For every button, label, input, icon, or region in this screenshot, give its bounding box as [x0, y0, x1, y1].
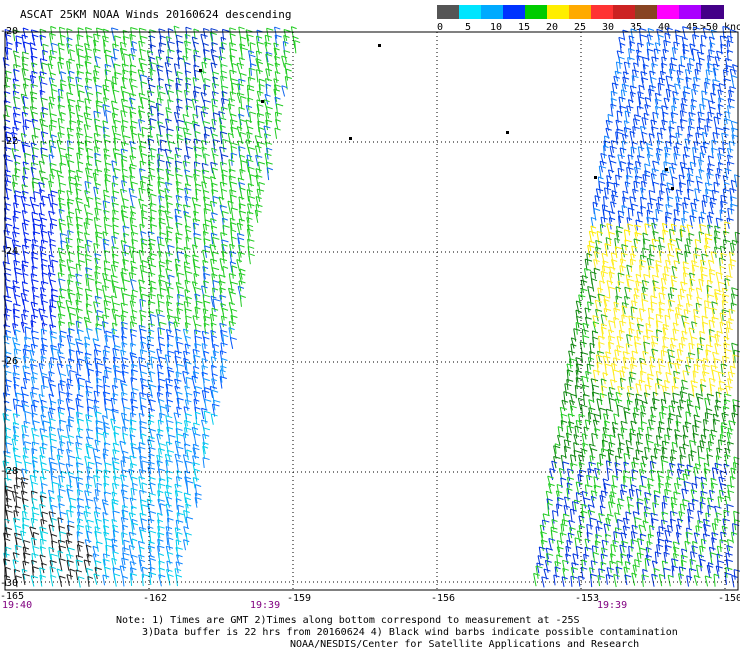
legend-label: 0 [436, 22, 444, 33]
island-marker [594, 176, 597, 179]
map-frame [4, 31, 739, 591]
island-marker [671, 187, 674, 190]
legend-swatch [503, 5, 526, 19]
lat-label-20: -20 [0, 26, 19, 37]
island-marker [261, 100, 264, 103]
island-marker [378, 44, 381, 47]
wind-barbs [2, 25, 740, 588]
legend-swatch [591, 5, 614, 19]
legend-label: 30 [601, 22, 615, 33]
legend-swatch [657, 5, 680, 19]
lon-label-150: -150 [718, 593, 740, 604]
legend-label: 5 [464, 22, 472, 33]
map-title: ASCAT 25KM NOAA Winds 20160624 descendin… [20, 8, 292, 21]
lat-label-28: -28 [0, 466, 19, 477]
lon-label-162: -162 [143, 593, 168, 604]
lat-label-30: -30 [0, 578, 19, 589]
wind-speed-legend: 0 5 10 15 20 25 30 35 40 45 >50 knots [436, 5, 740, 35]
legend-swatch [569, 5, 592, 19]
legend-label: 25 [573, 22, 587, 33]
legend-label: 15 [517, 22, 531, 33]
time-label-center: 19:39 [250, 600, 281, 611]
legend-label: 45 [685, 22, 699, 33]
lat-label-26: -26 [0, 356, 19, 367]
lon-label-165: -165 [0, 591, 25, 602]
note-line-3: NOAA/NESDIS/Center for Satellite Applica… [290, 639, 640, 650]
time-label-west: 19:40 [2, 600, 33, 611]
island-marker [349, 137, 352, 140]
island-marker [506, 131, 509, 134]
legend-swatch [481, 5, 504, 19]
lon-label-156: -156 [431, 593, 456, 604]
legend-label: 40 [657, 22, 671, 33]
lon-label-159: -159 [287, 593, 312, 604]
legend-swatch [613, 5, 636, 19]
note-line-1: Note: 1) Times are GMT 2)Times along bot… [116, 615, 580, 626]
legend-swatch [525, 5, 548, 19]
legend-swatch [635, 5, 658, 19]
island-marker [199, 69, 202, 72]
note-line-2: 3)Data buffer is 22 hrs from 20160624 4)… [142, 627, 678, 638]
lat-label-22: -22 [0, 136, 19, 147]
wind-map [2, 25, 740, 591]
lat-label-24: -24 [0, 246, 19, 257]
legend-swatch [701, 5, 724, 19]
legend-label: 35 [629, 22, 643, 33]
time-label-east: 19:39 [597, 600, 628, 611]
legend-label: 10 [489, 22, 503, 33]
legend-swatch [459, 5, 482, 19]
legend-unit-label: >50 knots [699, 22, 740, 33]
legend-label: 20 [545, 22, 559, 33]
legend-swatch [679, 5, 702, 19]
lon-label-153: -153 [575, 593, 600, 604]
island-marker [665, 168, 668, 171]
legend-swatch [547, 5, 570, 19]
legend-swatch [437, 5, 460, 19]
